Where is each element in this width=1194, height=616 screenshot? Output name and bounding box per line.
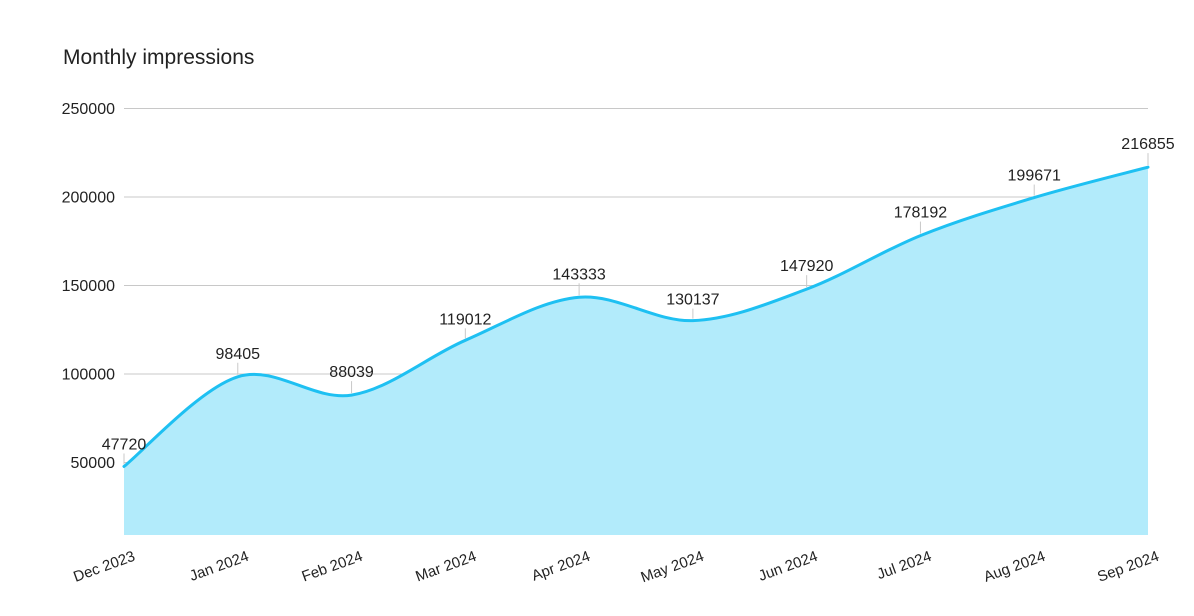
x-tick-label: Dec 2023 xyxy=(71,548,137,586)
x-tick-label: Jun 2024 xyxy=(756,548,820,585)
x-tick-label: Apr 2024 xyxy=(529,548,592,585)
y-tick-label: 200000 xyxy=(62,189,115,206)
x-tick-label: Mar 2024 xyxy=(413,548,478,586)
data-label: 147920 xyxy=(780,258,833,275)
y-tick-label: 250000 xyxy=(62,101,115,118)
data-label: 98405 xyxy=(216,346,261,363)
chart-title: Monthly impressions xyxy=(63,46,255,69)
x-tick-label: Jan 2024 xyxy=(187,548,251,585)
data-label: 199671 xyxy=(1008,168,1061,185)
data-label: 88039 xyxy=(329,364,374,381)
data-label: 143333 xyxy=(552,266,605,283)
y-tick-label: 50000 xyxy=(71,455,116,472)
data-label: 130137 xyxy=(666,292,719,309)
x-tick-label: Jul 2024 xyxy=(875,548,934,583)
data-label: 178192 xyxy=(894,205,947,222)
x-tick-label: Aug 2024 xyxy=(981,548,1047,586)
x-tick-label: Sep 2024 xyxy=(1095,548,1161,586)
series-line xyxy=(122,165,1150,468)
x-tick-label: May 2024 xyxy=(639,548,707,587)
y-tick-label: 100000 xyxy=(62,366,115,383)
y-tick-label: 150000 xyxy=(62,278,115,295)
area-fill xyxy=(124,167,1148,535)
data-label: 216855 xyxy=(1121,136,1174,153)
data-label: 119012 xyxy=(439,311,491,328)
data-label: 47720 xyxy=(102,436,147,453)
x-tick-label: Feb 2024 xyxy=(300,548,365,586)
